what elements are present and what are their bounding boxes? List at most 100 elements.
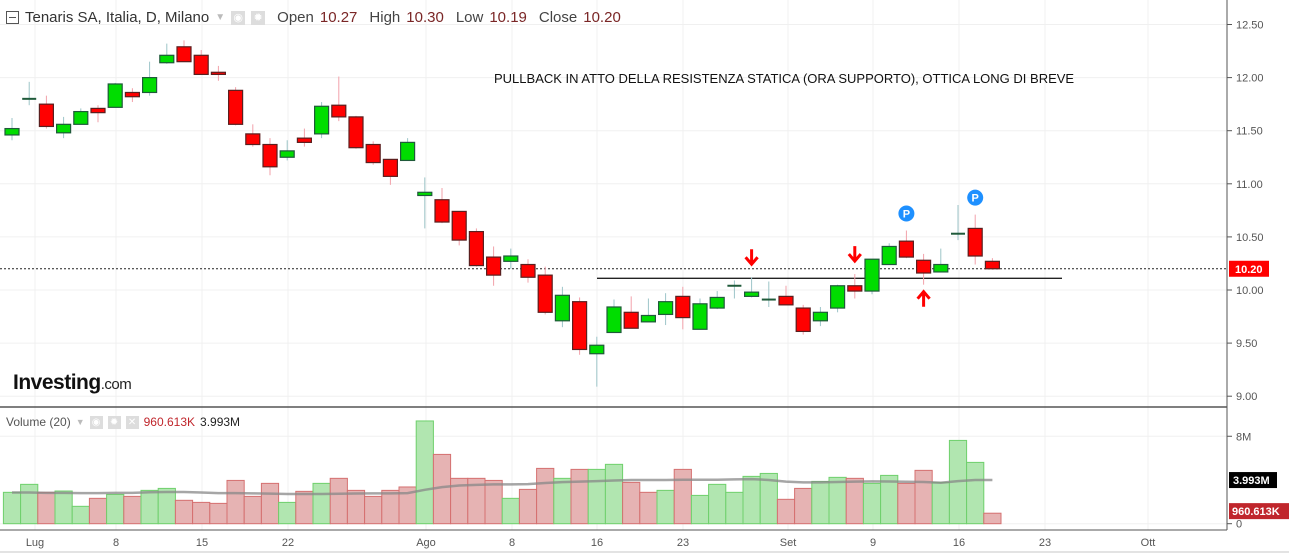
candle bbox=[331, 76, 347, 122]
candle-body bbox=[400, 141, 416, 162]
volume-bar bbox=[226, 479, 245, 525]
date-tick-label: Set bbox=[780, 537, 797, 549]
candle bbox=[709, 291, 725, 310]
volume-bar bbox=[501, 497, 520, 525]
candle bbox=[434, 188, 450, 224]
candle bbox=[812, 306, 829, 327]
price-tick-label: 9.00 bbox=[1236, 391, 1257, 403]
volume-bar bbox=[725, 491, 744, 525]
volume-bar bbox=[88, 497, 108, 525]
low-label: Low bbox=[455, 9, 484, 26]
gear-icon[interactable]: ✹ bbox=[251, 10, 266, 25]
candle bbox=[193, 49, 209, 76]
volume-bar bbox=[106, 493, 125, 525]
candle-body bbox=[417, 191, 433, 197]
candle-body bbox=[4, 127, 20, 136]
volume-bar bbox=[708, 483, 727, 525]
volume-label[interactable]: Volume (20) bbox=[6, 415, 71, 429]
chevron-down-icon[interactable]: ▼ bbox=[215, 12, 226, 23]
low-value: 10.19 bbox=[489, 9, 527, 26]
date-tick-label: 16 bbox=[953, 537, 965, 549]
candle-body bbox=[571, 301, 588, 351]
candle-body bbox=[245, 133, 261, 146]
volume-bar bbox=[690, 494, 710, 525]
candle bbox=[520, 259, 536, 283]
volume-bar bbox=[364, 495, 383, 525]
candle bbox=[486, 246, 502, 286]
candle bbox=[400, 138, 416, 162]
volume-bar bbox=[828, 476, 847, 525]
candle bbox=[795, 304, 811, 335]
candle bbox=[933, 248, 949, 273]
date-tick-label: 23 bbox=[1039, 537, 1051, 549]
candle-body bbox=[933, 263, 949, 273]
volume-bar bbox=[71, 505, 90, 525]
volume-bar bbox=[2, 491, 22, 525]
candle bbox=[159, 43, 175, 64]
candle bbox=[314, 102, 330, 139]
chevron-down-icon[interactable]: ▼ bbox=[75, 417, 85, 427]
volume-ma20-line bbox=[12, 477, 993, 496]
candle bbox=[743, 277, 760, 298]
candle-body bbox=[864, 258, 880, 292]
investing-logo: Investing.com bbox=[13, 371, 132, 394]
price-tick-label: 11.00 bbox=[1236, 179, 1263, 191]
volume-bar bbox=[794, 487, 813, 525]
candle-body bbox=[675, 295, 691, 319]
eye-icon[interactable]: ◉ bbox=[231, 10, 246, 25]
volume-header: Volume (20) ▼ ◉ ✹ ✕ 960.613K 3.993M bbox=[6, 415, 240, 429]
candle bbox=[829, 284, 846, 313]
volume-bar bbox=[37, 491, 56, 525]
volume-bar bbox=[140, 489, 159, 525]
volume-bar bbox=[174, 499, 194, 525]
volume-bar bbox=[914, 469, 933, 525]
volume-bar bbox=[604, 463, 624, 525]
candle-body bbox=[348, 116, 364, 149]
volume-bar bbox=[966, 461, 985, 525]
date-tick-label: 8 bbox=[509, 537, 515, 549]
high-value: 10.30 bbox=[406, 9, 444, 26]
candle-body bbox=[142, 76, 158, 94]
candle bbox=[847, 274, 863, 299]
candle bbox=[623, 296, 639, 329]
date-tick-label: 22 bbox=[282, 537, 294, 549]
eye-icon[interactable]: ◉ bbox=[89, 415, 103, 429]
p-marker-icon bbox=[967, 189, 984, 206]
candle-body bbox=[589, 344, 605, 355]
candle bbox=[176, 40, 192, 63]
p-marker-label: P bbox=[972, 193, 979, 205]
candle bbox=[348, 115, 364, 149]
close-icon[interactable]: ✕ bbox=[125, 415, 139, 429]
candle bbox=[417, 177, 433, 229]
volume-bar bbox=[518, 488, 538, 525]
volume-bar bbox=[209, 502, 228, 525]
price-tick-label: 10.50 bbox=[1236, 232, 1264, 244]
candles bbox=[4, 40, 1001, 387]
candle-body bbox=[503, 255, 519, 262]
symbol-title[interactable]: Tenaris SA, Italia, D, Milano bbox=[25, 9, 210, 26]
volume-bar bbox=[20, 483, 39, 525]
price-tick-label: 10.00 bbox=[1236, 285, 1264, 297]
volume-bar bbox=[759, 472, 778, 525]
close-label: Close bbox=[538, 9, 578, 26]
price-tick-label: 11.50 bbox=[1236, 126, 1263, 138]
gear-icon[interactable]: ✹ bbox=[107, 415, 121, 429]
candle-body bbox=[210, 71, 226, 76]
volume-ma-value: 3.993M bbox=[200, 415, 241, 429]
candle bbox=[864, 258, 880, 295]
date-axis-bg bbox=[0, 531, 1289, 553]
volume-bar bbox=[811, 480, 830, 525]
candle bbox=[38, 95, 55, 129]
candle bbox=[210, 65, 226, 81]
collapse-icon[interactable] bbox=[6, 11, 19, 24]
candle bbox=[881, 243, 897, 266]
volume-tick-label: 0 bbox=[1236, 519, 1242, 531]
candle-body bbox=[537, 274, 553, 313]
candle bbox=[951, 205, 965, 241]
volume-bar bbox=[260, 482, 280, 525]
candle-body bbox=[915, 259, 932, 274]
price-tick-label: 12.50 bbox=[1236, 20, 1264, 32]
candle bbox=[554, 286, 571, 328]
